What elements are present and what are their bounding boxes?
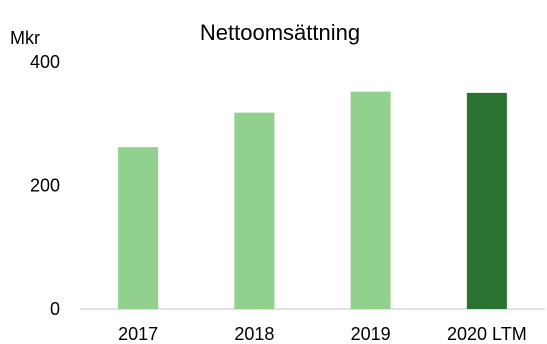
y-tick-label: 200 <box>30 176 60 196</box>
bar <box>350 91 391 309</box>
x-tick-label: 2019 <box>351 324 391 344</box>
x-tick-label: 2018 <box>234 324 274 344</box>
x-axis-ticks: 2017 2018 2019 2020 LTM <box>118 324 527 344</box>
chart-title: Nettoomsättning <box>200 20 360 45</box>
bars-group <box>118 91 507 309</box>
bar <box>118 147 159 309</box>
y-axis-ticks: 0 200 400 <box>30 52 60 319</box>
bar <box>466 92 507 309</box>
y-tick-label: 0 <box>50 299 60 319</box>
y-axis-label: Mkr <box>10 28 40 48</box>
bar <box>234 112 275 309</box>
x-tick-label: 2017 <box>118 324 158 344</box>
y-tick-label: 400 <box>30 52 60 72</box>
x-tick-label: 2020 LTM <box>447 324 527 344</box>
